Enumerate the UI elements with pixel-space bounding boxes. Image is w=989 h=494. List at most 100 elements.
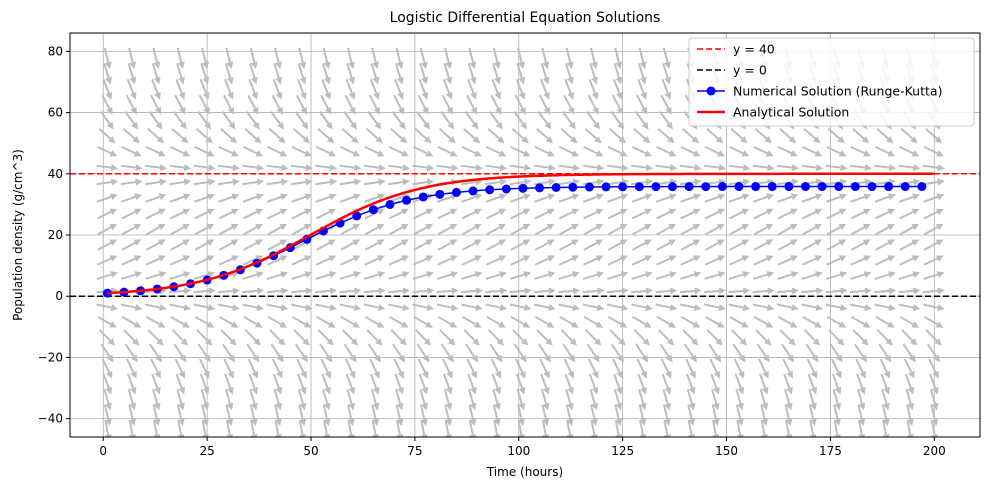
field-arrow: [145, 193, 167, 203]
legend-label: Numerical Solution (Runge-Kutta): [733, 84, 942, 99]
field-arrow: [539, 94, 550, 115]
field-arrow: [249, 389, 258, 411]
field-arrow: [266, 271, 289, 280]
field-arrow: [367, 343, 381, 363]
field-arrow: [440, 343, 454, 363]
field-arrow: [248, 78, 258, 100]
field-arrow: [173, 343, 187, 363]
field-arrow: [849, 164, 872, 172]
field-arrow: [512, 329, 529, 346]
field-arrow: [659, 111, 673, 130]
field-arrow: [729, 208, 750, 220]
field-arrow: [388, 164, 411, 172]
field-arrow: [730, 329, 748, 346]
field-arrow: [224, 78, 234, 100]
field-arrow: [364, 223, 385, 236]
field-arrow: [290, 178, 313, 186]
field-arrow: [121, 315, 142, 328]
field-arrow: [706, 329, 723, 346]
field-arrow: [298, 404, 307, 427]
field-arrow: [658, 329, 675, 346]
field-arrow: [679, 287, 702, 295]
field-arrow: [534, 193, 556, 203]
field-arrow: [297, 373, 307, 395]
field-arrow: [169, 287, 192, 295]
field-arrow: [345, 373, 356, 395]
field-arrow: [489, 343, 503, 363]
field-arrow: [679, 164, 702, 172]
field-arrow: [389, 315, 409, 328]
field-arrow: [417, 94, 429, 115]
field-arrow: [437, 223, 458, 236]
field-arrow: [485, 164, 508, 172]
numerical-point: [485, 185, 495, 195]
field-arrow: [321, 78, 331, 100]
tick-layer: 0 25 50 75 100 125 150 175 200 −40 −20 0 20 40 60 80: [38, 44, 946, 458]
field-arrow: [442, 78, 453, 100]
field-arrow: [298, 419, 307, 437]
field-arrow: [96, 164, 119, 172]
field-arrow: [904, 373, 915, 395]
field-arrow: [120, 178, 143, 186]
field-arrow: [874, 303, 897, 311]
field-arrow: [169, 193, 191, 203]
field-arrow: [875, 223, 895, 236]
field-arrow: [194, 145, 215, 157]
legend-box: [688, 37, 975, 127]
field-arrow: [346, 47, 355, 70]
field-arrow: [200, 63, 210, 85]
field-arrow: [583, 315, 604, 328]
field-arrow: [169, 145, 191, 157]
x-tick-label: 0: [99, 444, 107, 458]
field-arrow: [632, 223, 652, 236]
field-arrow: [364, 145, 385, 157]
field-arrow: [607, 193, 629, 203]
field-arrow: [120, 193, 143, 203]
field-arrow: [125, 94, 137, 115]
numerical-point: [784, 182, 794, 192]
field-arrow: [176, 47, 185, 70]
field-arrow: [249, 404, 258, 427]
series-layer: [102, 172, 935, 298]
field-arrow: [461, 315, 482, 328]
field-arrow: [268, 127, 286, 144]
field-arrow: [589, 63, 599, 85]
field-arrow: [587, 358, 599, 379]
field-arrow: [536, 127, 554, 144]
field-arrow: [636, 358, 648, 379]
field-arrow: [485, 271, 507, 280]
field-arrow: [467, 63, 477, 85]
field-arrow: [753, 145, 774, 157]
field-arrow: [711, 404, 720, 427]
field-arrow: [533, 287, 556, 295]
y-tick-label: 20: [48, 228, 63, 242]
field-arrow: [364, 239, 385, 251]
field-arrow: [826, 239, 847, 251]
numerical-point: [867, 182, 877, 192]
field-arrow: [613, 63, 623, 85]
field-arrow: [802, 315, 822, 328]
field-arrow: [145, 145, 166, 157]
field-arrow: [923, 315, 944, 328]
field-arrow: [633, 127, 651, 144]
field-arrow: [194, 239, 215, 251]
field-arrow: [492, 389, 501, 411]
field-arrow: [614, 47, 623, 70]
field-arrow: [366, 329, 383, 346]
field-arrow: [223, 94, 234, 115]
field-arrow: [339, 271, 361, 280]
x-tick-label: 75: [407, 444, 422, 458]
field-arrow: [413, 145, 434, 157]
field-arrow: [103, 47, 112, 70]
field-arrow: [656, 255, 677, 266]
field-arrow: [661, 78, 672, 100]
field-arrow: [752, 271, 775, 280]
field-arrow: [801, 164, 824, 172]
field-arrow: [929, 373, 939, 395]
field-arrow: [850, 239, 871, 251]
field-arrow: [583, 239, 604, 251]
field-arrow: [437, 239, 458, 251]
field-arrow: [96, 193, 118, 203]
numerical-point: [618, 182, 628, 192]
